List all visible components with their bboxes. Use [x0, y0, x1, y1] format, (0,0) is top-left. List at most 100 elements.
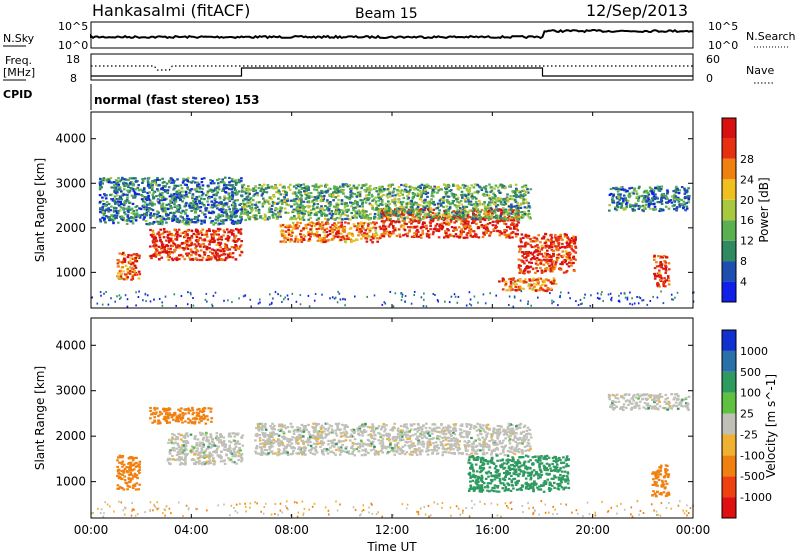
data-cell	[544, 289, 547, 292]
data-cell	[437, 229, 441, 233]
data-cell	[492, 192, 495, 195]
data-cell	[231, 203, 235, 206]
noise-cell	[373, 294, 376, 297]
data-cell	[516, 202, 519, 205]
data-cell	[523, 245, 527, 248]
data-cell	[443, 236, 446, 239]
data-cell	[225, 247, 228, 251]
data-cell	[165, 203, 168, 206]
data-cell	[128, 269, 132, 273]
data-cell	[320, 214, 324, 217]
data-cell	[373, 233, 376, 236]
data-cell	[218, 236, 221, 239]
data-cell	[355, 195, 359, 198]
data-cell	[494, 224, 497, 227]
data-cell	[467, 200, 470, 203]
data-cell	[161, 251, 165, 254]
data-cell	[307, 186, 310, 189]
data-cell	[498, 234, 502, 237]
noise-cell	[527, 300, 529, 303]
data-cell	[325, 227, 329, 230]
data-cell	[350, 241, 353, 244]
data-cell	[545, 267, 549, 270]
data-cell	[676, 196, 680, 199]
data-cell	[297, 215, 301, 218]
data-cell	[420, 208, 423, 211]
data-cell	[172, 242, 175, 245]
data-cell	[386, 193, 390, 196]
data-cell	[484, 194, 487, 197]
data-cell	[417, 215, 421, 218]
data-cell	[466, 212, 470, 215]
noise-cell	[425, 305, 428, 308]
data-cell	[429, 228, 432, 231]
data-cell	[227, 205, 230, 208]
data-cell	[230, 213, 234, 216]
noise-cell	[567, 291, 570, 294]
data-cell	[642, 195, 646, 198]
data-cell	[203, 253, 206, 256]
data-cell	[318, 237, 321, 240]
data-cell	[205, 229, 209, 233]
data-cell	[651, 197, 654, 200]
data-cell	[624, 197, 627, 200]
data-cell	[362, 184, 366, 187]
data-cell	[472, 214, 475, 217]
data-cell	[436, 207, 439, 210]
data-cell	[232, 222, 236, 225]
data-cell	[166, 255, 170, 258]
data-cell	[124, 182, 128, 185]
data-cell	[172, 181, 176, 184]
data-cell	[502, 211, 506, 214]
noise-cell	[520, 290, 523, 293]
data-cell	[168, 255, 171, 258]
noise-cell	[569, 297, 571, 300]
data-cell	[360, 223, 363, 226]
data-cell	[570, 264, 573, 267]
data-cell	[128, 266, 132, 269]
data-cell	[229, 211, 232, 214]
data-cell	[304, 210, 307, 213]
data-cell	[620, 197, 623, 200]
data-cell	[563, 246, 567, 249]
data-cell	[531, 253, 534, 256]
data-cell	[186, 214, 189, 217]
data-cell	[191, 221, 194, 224]
data-cell	[545, 278, 548, 281]
data-cell	[478, 186, 482, 189]
data-cell	[488, 204, 492, 207]
data-cell	[309, 211, 313, 215]
data-cell	[529, 251, 533, 254]
data-cell	[257, 211, 261, 214]
noise-cell	[384, 302, 387, 305]
data-cell	[310, 221, 314, 224]
data-cell	[325, 184, 329, 187]
data-cell	[353, 225, 356, 228]
data-cell	[521, 245, 524, 248]
data-cell	[125, 219, 129, 222]
data-cell	[463, 208, 467, 211]
noise-cell	[489, 292, 491, 295]
data-cell	[394, 194, 397, 197]
data-cell	[385, 208, 388, 211]
data-cell	[364, 237, 367, 240]
data-cell	[484, 208, 487, 211]
data-cell	[480, 188, 484, 192]
data-cell	[470, 184, 473, 187]
data-cell	[484, 214, 488, 217]
data-cell	[204, 209, 208, 212]
data-cell	[660, 263, 663, 266]
data-cell	[392, 220, 395, 223]
data-cell	[223, 243, 227, 246]
data-cell	[135, 253, 138, 256]
data-cell	[222, 253, 226, 256]
data-cell	[128, 177, 132, 180]
data-cell	[315, 222, 319, 225]
data-cell	[276, 215, 279, 218]
data-cell	[169, 244, 173, 247]
data-cell	[348, 232, 351, 235]
noise-cell	[272, 297, 274, 300]
data-cell	[473, 191, 477, 194]
data-cell	[208, 229, 211, 232]
data-cell	[489, 190, 492, 194]
